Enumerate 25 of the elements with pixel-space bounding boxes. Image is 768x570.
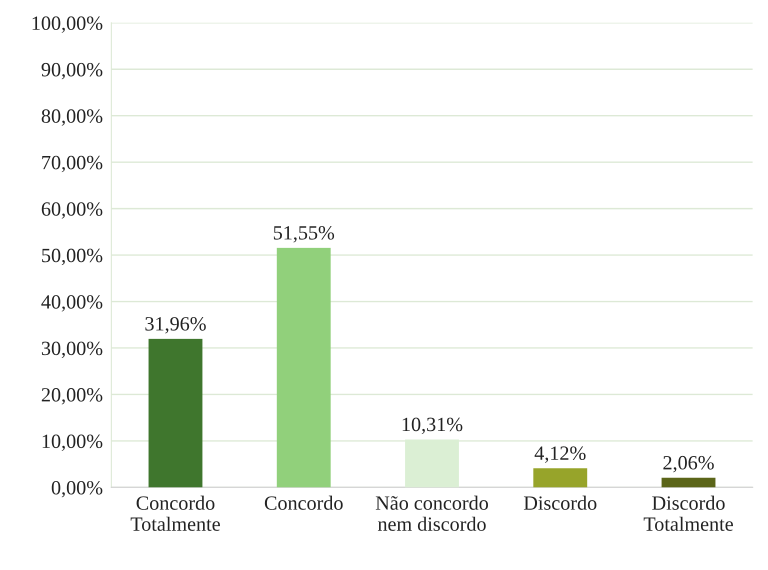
bar — [276, 248, 331, 488]
x-tick-label: Não concordo nem discordo — [376, 496, 488, 531]
x-tick-label: Discordo Totalmente — [644, 496, 733, 531]
x-tick-label: Concordo Totalmente — [130, 496, 220, 531]
bar — [533, 468, 588, 488]
y-tick-label: 90,00% — [42, 62, 102, 80]
x-tick-label: Discordo — [524, 496, 596, 510]
y-tick-label: 40,00% — [41, 295, 102, 312]
y-tick-label: 80,00% — [42, 109, 102, 126]
x-tick-label: Concordo — [264, 496, 343, 510]
data-label: 51,55% — [274, 226, 334, 243]
data-label: 10,31% — [402, 418, 462, 434]
y-tick-label: 20,00% — [42, 388, 102, 405]
y-tick-label: 60,00% — [42, 202, 102, 219]
y-tick-label: 100,00% — [32, 16, 102, 33]
bar — [662, 478, 716, 488]
data-label: 4,12% — [534, 446, 586, 463]
bar — [148, 338, 202, 488]
y-tick-label: 0,00% — [52, 480, 102, 498]
y-tick-label: 30,00% — [42, 342, 102, 358]
y-tick-label: 70,00% — [42, 156, 102, 172]
y-tick-label: 50,00% — [42, 248, 102, 266]
data-label: 2,06% — [663, 456, 714, 472]
data-label: 31,96% — [145, 317, 206, 334]
y-tick-label: 10,00% — [42, 434, 102, 451]
